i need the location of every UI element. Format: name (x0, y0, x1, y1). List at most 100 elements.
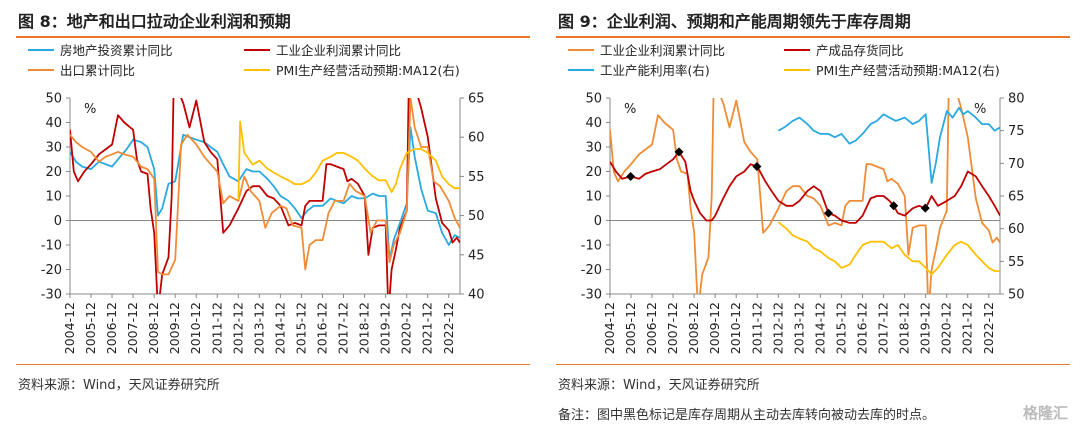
x-tick-label: 2020-12 (399, 302, 414, 354)
x-tick-label: 2019-12 (378, 302, 393, 354)
legend-item: 工业企业利润累计同比 (244, 43, 401, 58)
x-tick-label: 2020-12 (939, 302, 954, 354)
x-tick-label: 2005-12 (623, 302, 638, 354)
right-tick-label: 60 (1008, 222, 1025, 237)
legend-label: 工业企业利润累计同比 (276, 43, 401, 58)
x-tick-label: 2016-12 (314, 302, 329, 354)
left-tick-label: 50 (585, 92, 602, 107)
series-line-series-1 (610, 151, 1000, 224)
x-tick-label: 2019-12 (918, 302, 933, 354)
x-tick-label: 2009-12 (707, 302, 722, 354)
chart-title: 图 8：地产和出口拉动企业利润和预期 (18, 12, 291, 31)
cycle-marker (626, 172, 636, 182)
source-rule (556, 364, 1070, 365)
left-tick-label: -30 (41, 288, 62, 303)
left-tick-label: 0 (54, 214, 62, 229)
right-tick-label: 65 (1008, 190, 1025, 205)
left-tick-label: 50 (45, 92, 62, 107)
right-tick-label: 50 (1008, 288, 1025, 303)
source-rule (16, 364, 530, 365)
x-tick-label: 2010-12 (728, 302, 743, 354)
cycle-marker (889, 201, 899, 211)
right-tick-label: 60 (468, 131, 485, 146)
right-tick-label: 45 (468, 248, 485, 263)
plot-area (70, 98, 460, 294)
cycle-marker (920, 203, 930, 213)
left-tick-label: 10 (585, 190, 602, 205)
right-unit-label: % (974, 102, 986, 117)
left-unit-label: % (624, 102, 636, 117)
x-tick-label: 2004-12 (62, 302, 77, 354)
left-tick-label: -20 (581, 263, 602, 278)
x-tick-label: 2006-12 (644, 302, 659, 354)
legend-label: 房地产投资累计同比 (60, 43, 173, 58)
legend-label: PMI生产经营活动预期:MA12(右) (816, 63, 1000, 78)
x-tick-label: 2015-12 (833, 302, 848, 354)
x-tick-label: 2022-12 (441, 302, 456, 354)
left-tick-label: 0 (594, 214, 602, 229)
left-unit-label: % (84, 102, 96, 117)
x-tick-label: 2016-12 (854, 302, 869, 354)
legend-label: PMI生产经营活动预期:MA12(右) (276, 63, 460, 78)
chart-title: 图 9：企业利润、预期和产能周期领先于库存周期 (558, 12, 911, 31)
series-line-series-1 (70, 98, 460, 294)
left-tick-label: -10 (581, 239, 602, 254)
x-tick-label: 2017-12 (336, 302, 351, 354)
chart-note: 备注：图中黑色标记是库存周期从主动去库转向被动去库的时点。 (558, 408, 936, 423)
left-tick-label: -20 (41, 263, 62, 278)
x-tick-label: 2015-12 (293, 302, 308, 354)
x-tick-label: 2022-12 (981, 302, 996, 354)
x-tick-label: 2012-12 (230, 302, 245, 354)
left-tick-label: 40 (585, 116, 602, 131)
right-tick-label: 70 (1008, 157, 1025, 172)
legend-label: 出口累计同比 (60, 63, 135, 78)
x-tick-label: 2018-12 (357, 302, 372, 354)
legend-item: 产成品存货同比 (784, 43, 904, 58)
right-tick-label: 75 (1008, 124, 1025, 139)
series-line-series-0 (610, 98, 1000, 294)
right-tick-label: 55 (468, 170, 485, 185)
legend-label: 产成品存货同比 (816, 43, 904, 58)
title-rule (556, 36, 1070, 38)
x-tick-label: 2006-12 (104, 302, 119, 354)
legend-item: 出口累计同比 (28, 63, 135, 78)
x-tick-label: 2013-12 (251, 302, 266, 354)
legend-item: 工业产能利用率(右) (568, 63, 710, 78)
legend-item: 房地产投资累计同比 (28, 43, 173, 58)
chart-panel-right: 图 9：企业利润、预期和产能周期领先于库存周期 工业企业利润累计同比 工业产能利用… (548, 0, 1078, 433)
x-tick-label: 2014-12 (812, 302, 827, 354)
x-tick-label: 2018-12 (897, 302, 912, 354)
left-tick-label: 30 (45, 141, 62, 156)
legend-item: 工业企业利润累计同比 (568, 43, 725, 58)
right-tick-label: 40 (468, 288, 485, 303)
x-tick-label: 2013-12 (791, 302, 806, 354)
left-tick-label: 40 (45, 116, 62, 131)
x-tick-label: 2008-12 (146, 302, 161, 354)
x-tick-label: 2012-12 (770, 302, 785, 354)
right-tick-label: 55 (1008, 255, 1025, 270)
x-tick-label: 2021-12 (960, 302, 975, 354)
x-tick-label: 2021-12 (420, 302, 435, 354)
left-tick-label: 20 (585, 165, 602, 180)
cycle-marker (674, 147, 684, 157)
right-tick-label: 80 (1008, 92, 1025, 107)
legend-label: 工业产能利用率(右) (600, 63, 710, 78)
legend-label: 工业企业利润累计同比 (600, 43, 725, 58)
left-tick-label: 20 (45, 165, 62, 180)
x-tick-label: 2007-12 (125, 302, 140, 354)
x-tick-label: 2014-12 (272, 302, 287, 354)
cycle-marker (752, 161, 762, 171)
series-line-series-0 (70, 126, 460, 261)
series-line-pmi-ma12 (777, 221, 1000, 276)
source-text: 资料来源：Wind，天风证券研究所 (18, 378, 220, 393)
title-rule (16, 36, 530, 38)
legend-item: PMI生产经营活动预期:MA12(右) (784, 63, 1000, 78)
right-tick-label: 65 (468, 92, 485, 107)
series-line-series-2 (70, 98, 460, 276)
left-tick-label: -10 (41, 239, 62, 254)
series-line-pmi-ma12 (237, 120, 460, 200)
source-text: 资料来源：Wind，天风证券研究所 (558, 378, 760, 393)
right-tick-label: 50 (468, 209, 485, 224)
watermark: 格隆汇 (1022, 404, 1068, 422)
